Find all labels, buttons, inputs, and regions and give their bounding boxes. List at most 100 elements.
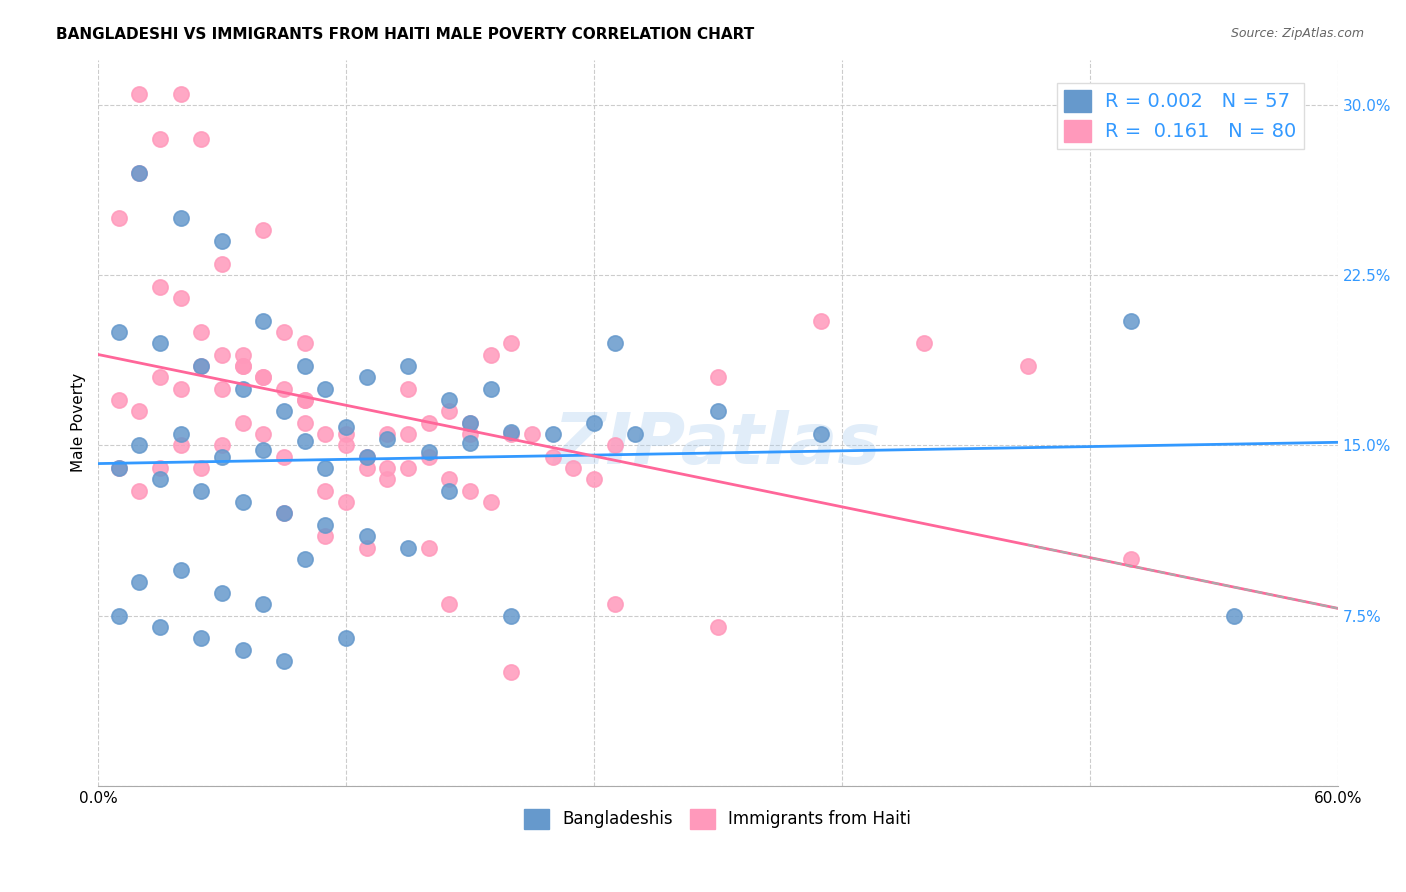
Point (294, 552, 316, 566)
Point (314, 461, 336, 475)
Point (149, 370, 172, 384)
Point (128, 574, 150, 589)
Point (603, 438, 626, 452)
Point (314, 517, 336, 532)
Point (149, 620, 172, 634)
Point (439, 472, 461, 486)
Point (128, 438, 150, 452)
Point (211, 257, 233, 271)
Point (912, 336, 935, 351)
Point (273, 382, 295, 396)
Text: ZIPatlas: ZIPatlas (554, 410, 882, 479)
Point (170, 382, 193, 396)
Point (356, 450, 378, 464)
Point (418, 416, 440, 430)
Point (294, 392, 316, 407)
Point (375, 432, 398, 446)
Point (170, 87, 193, 101)
Point (479, 382, 502, 396)
Point (107, 325, 129, 339)
Point (439, 392, 461, 407)
Point (294, 416, 316, 430)
Point (418, 450, 440, 464)
Point (396, 427, 419, 442)
Point (356, 370, 378, 384)
Point (541, 427, 564, 442)
Point (149, 279, 172, 293)
Point (335, 438, 357, 452)
Point (356, 541, 378, 555)
Y-axis label: Male Poverty: Male Poverty (72, 373, 86, 472)
Point (501, 608, 523, 623)
Point (314, 427, 336, 442)
Point (335, 632, 357, 646)
Point (170, 563, 193, 577)
Point (375, 461, 398, 475)
Point (252, 223, 274, 237)
Point (232, 642, 254, 657)
Point (335, 495, 357, 509)
Point (149, 472, 172, 486)
Point (232, 359, 254, 373)
Point (396, 541, 419, 555)
Point (211, 348, 233, 362)
Point (294, 434, 316, 448)
Point (190, 632, 212, 646)
Point (211, 234, 233, 248)
Point (273, 654, 295, 668)
Point (356, 461, 378, 475)
Point (273, 450, 295, 464)
Point (458, 436, 481, 450)
Point (1017, 359, 1039, 373)
Point (314, 483, 336, 498)
Point (479, 348, 502, 362)
Point (273, 507, 295, 521)
Point (501, 425, 523, 439)
Point (520, 427, 543, 442)
Point (170, 438, 193, 452)
Point (190, 325, 212, 339)
Point (294, 392, 316, 407)
Point (128, 483, 150, 498)
Point (396, 382, 419, 396)
Point (190, 359, 212, 373)
Point (375, 427, 398, 442)
Point (149, 132, 172, 146)
Point (458, 483, 481, 498)
Point (356, 529, 378, 543)
Point (149, 461, 172, 475)
Point (107, 211, 129, 226)
Point (479, 495, 502, 509)
Point (501, 665, 523, 680)
Point (252, 313, 274, 327)
Point (707, 404, 730, 418)
Point (396, 359, 419, 373)
Point (211, 450, 233, 464)
Point (582, 416, 605, 430)
Point (439, 483, 461, 498)
Point (107, 608, 129, 623)
Text: Source: ZipAtlas.com: Source: ZipAtlas.com (1230, 27, 1364, 40)
Point (396, 461, 419, 475)
Point (107, 461, 129, 475)
Point (541, 450, 564, 464)
Legend: Bangladeshis, Immigrants from Haiti: Bangladeshis, Immigrants from Haiti (517, 802, 918, 836)
Point (707, 620, 730, 634)
Point (107, 392, 129, 407)
Point (810, 313, 832, 327)
Point (107, 461, 129, 475)
Point (439, 597, 461, 611)
Point (252, 370, 274, 384)
Point (252, 442, 274, 457)
Point (232, 495, 254, 509)
Point (1119, 313, 1142, 327)
Point (603, 336, 626, 351)
Point (603, 597, 626, 611)
Point (190, 132, 212, 146)
Point (232, 382, 254, 396)
Point (458, 427, 481, 442)
Point (190, 461, 212, 475)
Point (294, 336, 316, 351)
Point (252, 370, 274, 384)
Point (501, 427, 523, 442)
